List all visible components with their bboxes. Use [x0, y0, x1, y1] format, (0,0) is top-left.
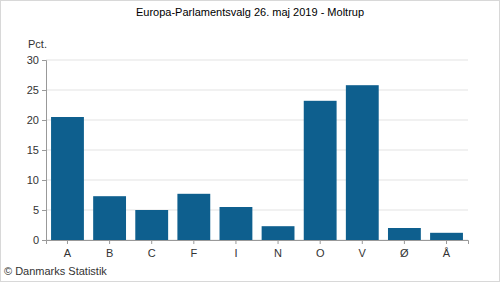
x-tick: I — [234, 240, 237, 259]
x-tick-label: C — [148, 247, 156, 259]
x-tick-label: Ø — [400, 247, 409, 259]
frame — [1, 1, 500, 282]
y-tick: 15 — [27, 144, 46, 156]
y-tick: 30 — [27, 54, 46, 66]
bar — [220, 207, 253, 240]
grid-line — [46, 90, 468, 91]
bar — [135, 210, 168, 240]
grid — [46, 60, 468, 240]
x-tick-mark — [278, 240, 279, 244]
title: Europa-Parlamentsvalg 26. maj 2019 - Mol… — [136, 6, 364, 18]
x-tick: F — [190, 240, 197, 259]
bar — [51, 117, 84, 240]
y-tick-label: 0 — [33, 234, 39, 246]
y-tick: 0 — [33, 234, 46, 246]
x-tick-mark — [404, 240, 405, 244]
x-tick: B — [106, 240, 113, 259]
source: © Danmarks Statistik — [4, 265, 107, 277]
y-tick-label: 30 — [27, 54, 39, 66]
x-axis: ABCFINOVØÅ — [47, 240, 469, 259]
x-tick-mark — [109, 240, 110, 244]
grid-line — [46, 120, 468, 121]
x-tick-mark — [362, 240, 363, 244]
y-tick-label: 10 — [27, 174, 39, 186]
y-tick-mark — [42, 120, 46, 121]
x-tick-label: Å — [443, 247, 451, 259]
x-tick: V — [359, 240, 367, 259]
x-tick-label: N — [274, 247, 282, 259]
x-axis-line — [47, 241, 469, 245]
x-tick: Å — [443, 240, 451, 259]
y-axis-title: Pct. — [28, 38, 47, 50]
bar — [262, 226, 295, 240]
y-axis-line — [42, 61, 47, 241]
x-tick: C — [148, 240, 156, 259]
plot: 0 5 10 15 20 25 30 A B C F I N O V Ø Å — [27, 54, 469, 259]
x-tick-label: I — [234, 247, 237, 259]
bar — [177, 194, 210, 240]
y-tick-mark — [42, 150, 46, 151]
grid-line — [46, 60, 468, 61]
bar — [388, 228, 421, 240]
bar — [304, 101, 337, 240]
x-tick-mark — [235, 240, 236, 244]
x-tick-mark — [320, 240, 321, 244]
x-tick-mark — [67, 240, 68, 244]
y-tick: 5 — [33, 204, 46, 216]
grid-line — [46, 150, 468, 151]
x-tick-mark — [151, 240, 152, 244]
x-tick: A — [64, 240, 72, 259]
x-tick-label: O — [316, 247, 325, 259]
y-tick-mark — [42, 240, 46, 241]
y-tick-label: 25 — [27, 84, 39, 96]
chart: 0 5 10 15 20 25 30 A B C F I N O V Ø Å Europa-Parlamentsv… — [0, 0, 500, 282]
grid-line — [46, 180, 468, 181]
y-tick: 20 — [27, 114, 46, 126]
x-tick-label: B — [106, 247, 113, 259]
y-tick-mark — [42, 90, 46, 91]
x-tick-mark — [446, 240, 447, 244]
bar — [346, 85, 379, 240]
x-tick-label: V — [359, 247, 367, 259]
x-tick-label: A — [64, 247, 72, 259]
x-tick-label: F — [190, 247, 197, 259]
y-tick-mark — [42, 210, 46, 211]
y-tick: 10 — [27, 174, 46, 186]
y-tick-mark — [42, 180, 46, 181]
x-tick: Ø — [400, 240, 409, 259]
bar — [430, 233, 463, 240]
x-tick: N — [274, 240, 282, 259]
y-axis: 0 5 10 15 20 25 30 — [27, 54, 47, 246]
x-tick: O — [316, 240, 325, 259]
bar — [93, 196, 126, 240]
y-tick-label: 20 — [27, 114, 39, 126]
bars — [51, 85, 463, 240]
x-tick-mark — [193, 240, 194, 244]
y-tick: 25 — [27, 84, 46, 96]
y-tick-label: 5 — [33, 204, 39, 216]
y-tick-label: 15 — [27, 144, 39, 156]
y-tick-mark — [42, 60, 46, 61]
